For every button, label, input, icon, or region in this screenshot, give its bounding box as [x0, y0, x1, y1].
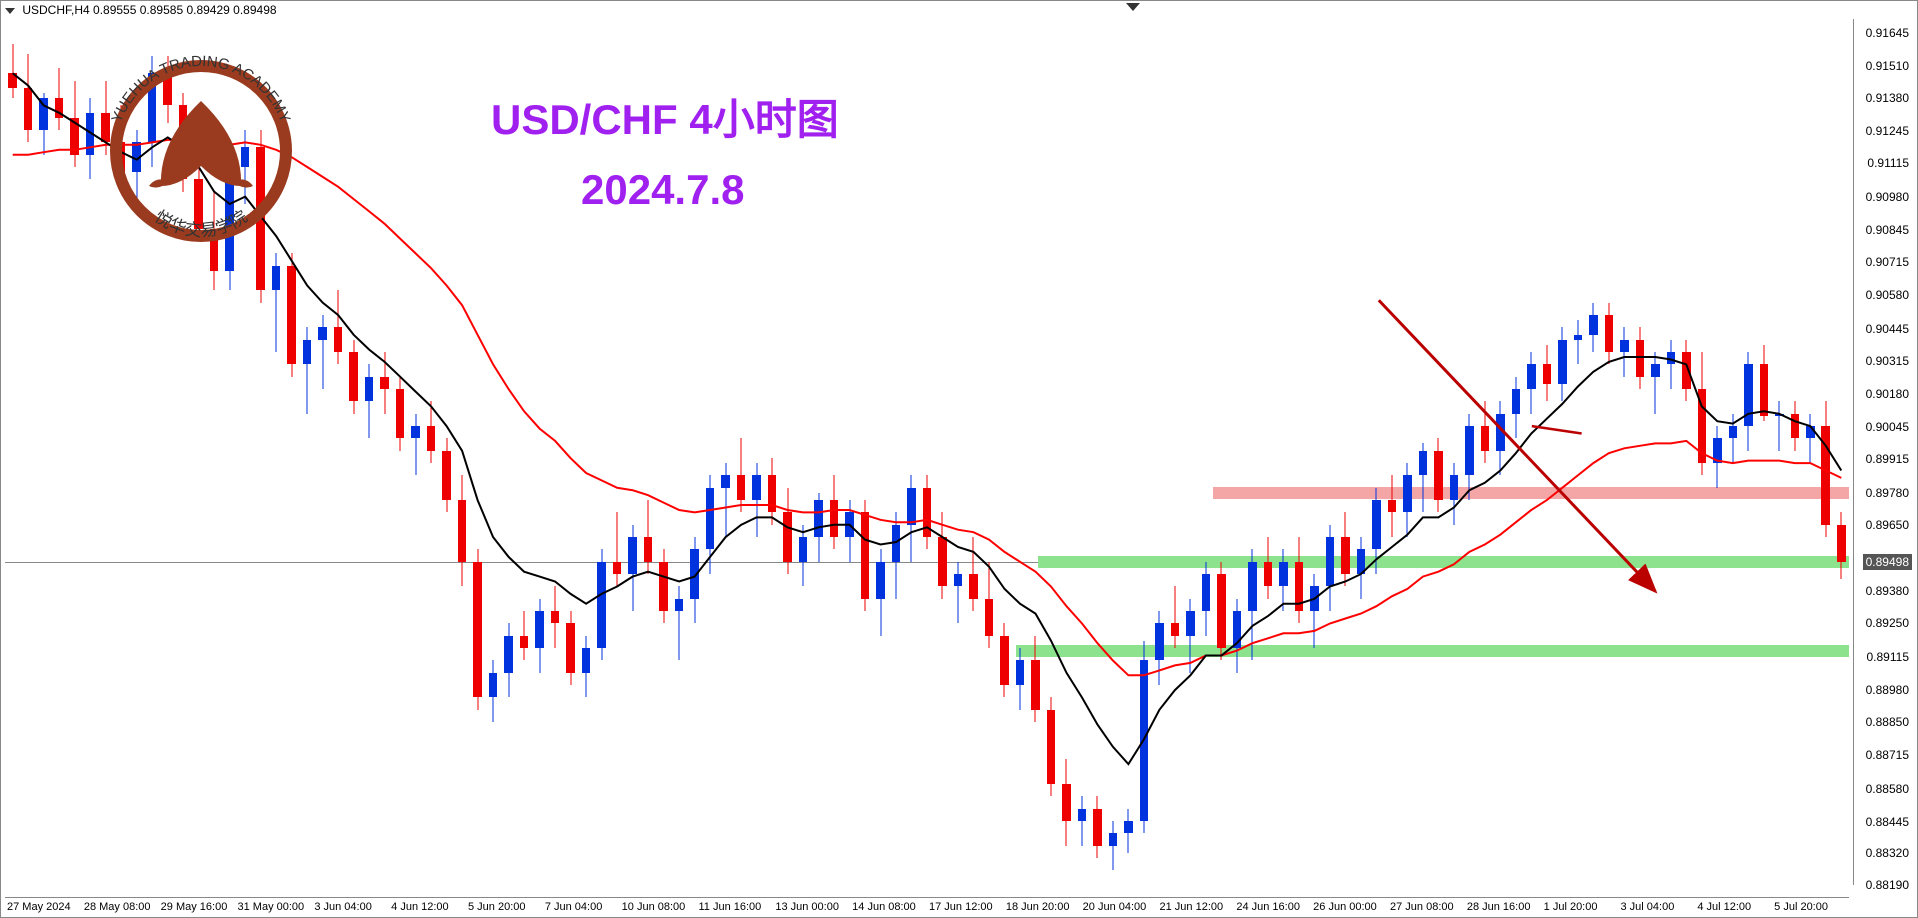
y-tick-label: 0.90980 [1866, 190, 1909, 204]
y-tick-label: 0.90445 [1866, 322, 1909, 336]
y-tick-label: 0.88715 [1866, 748, 1909, 762]
dropdown-icon[interactable] [5, 8, 15, 14]
y-tick-label: 0.88190 [1866, 878, 1909, 892]
x-tick-label: 31 May 00:00 [238, 901, 305, 913]
x-tick-label: 29 May 16:00 [161, 901, 228, 913]
y-tick-label: 0.88850 [1866, 715, 1909, 729]
x-tick-label: 11 Jun 16:00 [699, 901, 762, 913]
chart-title-line2: 2024.7.8 [581, 166, 745, 214]
x-tick-label: 28 Jun 16:00 [1467, 901, 1531, 913]
ohlc-label: 0.89555 0.89585 0.89429 0.89498 [93, 3, 277, 17]
y-tick-label: 0.88580 [1866, 782, 1909, 796]
x-tick-label: 5 Jun 20:00 [468, 901, 526, 913]
x-tick-label: 20 Jun 04:00 [1083, 901, 1147, 913]
y-tick-label: 0.90845 [1866, 223, 1909, 237]
current-price-tag: 0.89498 [1863, 554, 1912, 570]
logo-svg: YUEHUA TRADING ACADEMY 悦华交易学院 [81, 31, 321, 271]
y-tick-label: 0.90180 [1866, 387, 1909, 401]
x-tick-label: 7 Jun 04:00 [545, 901, 603, 913]
y-tick-label: 0.89780 [1866, 486, 1909, 500]
x-tick-label: 1 Jul 20:00 [1544, 901, 1598, 913]
x-tick-label: 26 Jun 00:00 [1313, 901, 1377, 913]
y-tick-label: 0.91645 [1866, 26, 1909, 40]
x-tick-label: 27 May 2024 [7, 901, 71, 913]
x-tick-label: 21 Jun 12:00 [1160, 901, 1224, 913]
academy-logo: YUEHUA TRADING ACADEMY 悦华交易学院 [81, 31, 321, 271]
x-tick-label: 18 Jun 20:00 [1006, 901, 1070, 913]
y-tick-label: 0.90715 [1866, 255, 1909, 269]
header-bar: USDCHF,H4 0.89555 0.89585 0.89429 0.8949… [5, 3, 277, 17]
chart-container: USDCHF,H4 0.89555 0.89585 0.89429 0.8949… [0, 0, 1918, 918]
trend-arrow [1379, 300, 1656, 591]
x-tick-label: 24 Jun 16:00 [1236, 901, 1300, 913]
y-tick-label: 0.88445 [1866, 815, 1909, 829]
x-tick-label: 10 Jun 08:00 [622, 901, 686, 913]
x-tick-label: 17 Jun 12:00 [929, 901, 993, 913]
y-tick-label: 0.91115 [1867, 156, 1909, 170]
y-tick-label: 0.90045 [1866, 420, 1909, 434]
x-tick-label: 28 May 08:00 [84, 901, 151, 913]
y-tick-label: 0.89115 [1867, 650, 1910, 664]
x-tick-label: 13 Jun 00:00 [775, 901, 839, 913]
y-tick-label: 0.90315 [1866, 354, 1909, 368]
x-tick-label: 14 Jun 08:00 [852, 901, 916, 913]
x-tick-label: 4 Jun 12:00 [391, 901, 449, 913]
y-tick-label: 0.89915 [1866, 452, 1909, 466]
x-tick-label: 3 Jun 04:00 [314, 901, 372, 913]
svg-text:悦华交易学院: 悦华交易学院 [151, 207, 250, 240]
support-zone-2 [1016, 645, 1850, 657]
x-tick-label: 4 Jul 12:00 [1697, 901, 1751, 913]
y-tick-label: 0.91510 [1866, 59, 1909, 73]
y-axis: 0.91645 0.91510 0.91380 0.91245 0.91115 0.909… [1853, 19, 1913, 885]
resistance-zone [1213, 487, 1849, 499]
chart-title-line1: USD/CHF 4小时图 [491, 86, 839, 147]
support-zone-1 [1038, 556, 1849, 568]
x-tick-label: 5 Jul 20:00 [1774, 901, 1828, 913]
x-tick-label: 3 Jul 04:00 [1621, 901, 1675, 913]
symbol-label: USDCHF,H4 [22, 3, 89, 17]
y-tick-label: 0.88320 [1866, 846, 1909, 860]
top-marker-icon [1126, 3, 1140, 11]
y-tick-label: 0.90580 [1866, 288, 1909, 302]
x-axis: 27 May 2024 28 May 08:00 29 May 16:00 31 Ma… [5, 897, 1849, 915]
y-tick-label: 0.88980 [1866, 683, 1909, 697]
y-tick-label: 0.91245 [1866, 124, 1909, 138]
y-tick-label: 0.89250 [1866, 616, 1909, 630]
y-tick-label: 0.89650 [1866, 518, 1909, 532]
y-tick-label: 0.91380 [1866, 91, 1909, 105]
y-tick-label: 0.89380 [1866, 584, 1909, 598]
x-tick-label: 27 Jun 08:00 [1390, 901, 1454, 913]
